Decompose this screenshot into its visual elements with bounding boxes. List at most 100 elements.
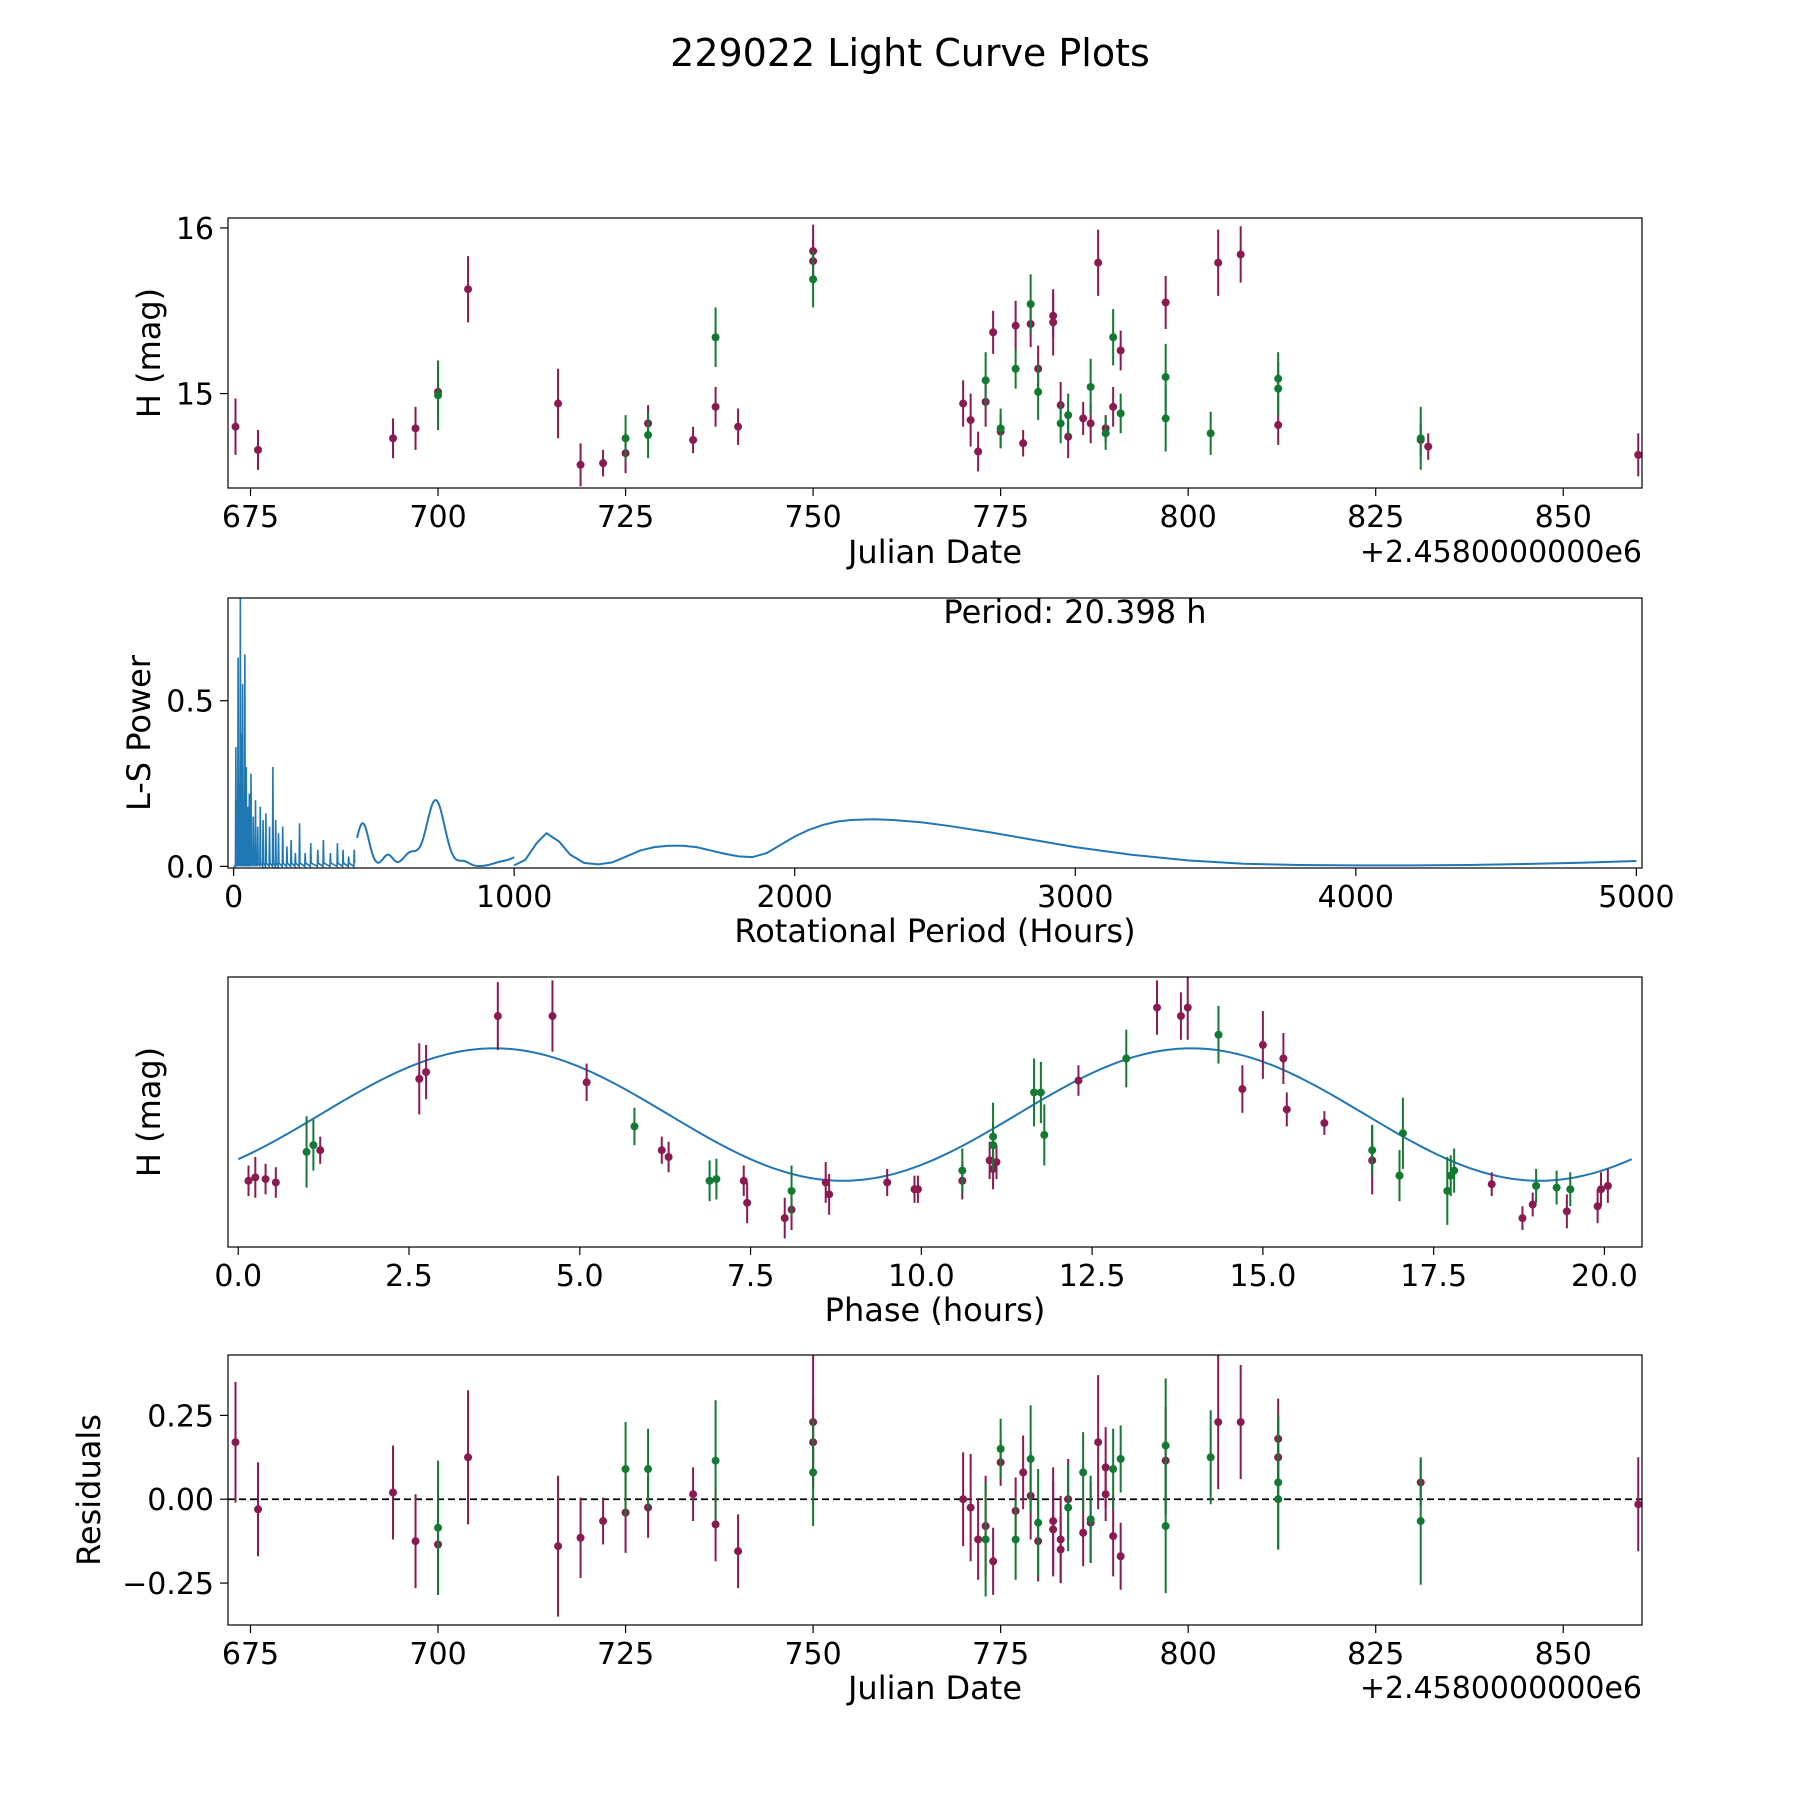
series-A-point bbox=[1101, 1463, 1110, 1472]
phased-ticks: 0.0 2.5 5.0 7.5 10.0 12.5 15.0 17.5 20.0 bbox=[214, 1247, 1638, 1294]
series-B-point bbox=[1161, 1441, 1170, 1450]
series-B-point bbox=[981, 376, 990, 385]
series-A-point bbox=[582, 1078, 591, 1087]
series-A-point bbox=[734, 422, 743, 431]
x-tick-label: 825 bbox=[1347, 1637, 1404, 1672]
y-tick-label: 15 bbox=[176, 378, 214, 413]
periodogram-curve bbox=[513, 818, 1637, 867]
series-A-point bbox=[1236, 250, 1245, 259]
series-B-point bbox=[1030, 1088, 1039, 1097]
series-B-point bbox=[1206, 1453, 1215, 1462]
x-tick-label: 675 bbox=[222, 500, 279, 535]
series-A-point bbox=[271, 1178, 280, 1187]
phased-marks bbox=[237, 977, 1633, 1239]
series-A-point bbox=[576, 1533, 585, 1542]
series-A-point bbox=[739, 1176, 748, 1185]
residuals-ylabel: Residuals bbox=[70, 1414, 108, 1566]
x-tick-label: 17.5 bbox=[1400, 1259, 1467, 1294]
series-B-point bbox=[958, 1166, 967, 1175]
series-B-point bbox=[1214, 1030, 1223, 1039]
phased-frame bbox=[227, 976, 1643, 1248]
series-B-point bbox=[1064, 411, 1073, 420]
series-A-point bbox=[711, 1520, 720, 1529]
lightcurve-panel: 675 700 725 750 775 800 825 850 15 16 Julian Date… bbox=[130, 212, 1643, 571]
x-tick-label: 850 bbox=[1535, 1637, 1592, 1672]
series-A-point bbox=[576, 460, 585, 469]
series-B-point bbox=[1368, 1146, 1377, 1155]
series-A-point bbox=[464, 285, 473, 294]
series-B-point bbox=[1011, 364, 1020, 373]
y-tick-label: 0.00 bbox=[147, 1483, 214, 1518]
y-tick-label: 0.0 bbox=[166, 850, 214, 885]
series-B-point bbox=[996, 1444, 1005, 1453]
series-A-point bbox=[1487, 1180, 1496, 1189]
x-tick-label: 5.0 bbox=[556, 1259, 604, 1294]
series-B-point bbox=[1398, 1129, 1407, 1138]
series-B-point bbox=[1161, 414, 1170, 423]
residuals-frame bbox=[227, 1354, 1643, 1626]
series-B-point bbox=[1274, 384, 1283, 393]
series-A-point bbox=[1562, 1207, 1571, 1216]
series-B-point bbox=[1116, 1454, 1125, 1463]
series-B-point bbox=[630, 1122, 639, 1131]
series-A-point bbox=[821, 1178, 830, 1187]
series-A-point bbox=[657, 1146, 666, 1155]
series-A-point bbox=[1049, 318, 1058, 327]
series-A-point bbox=[1116, 346, 1125, 355]
x-tick-label: 0.0 bbox=[214, 1259, 262, 1294]
residuals-marks bbox=[228, 1355, 1643, 1617]
residuals-ticks: 675 700 725 750 775 800 825 850 0.25 0.00 −0.25 bbox=[122, 1399, 1592, 1672]
lightcurve-frame bbox=[227, 217, 1643, 489]
series-A-point bbox=[1528, 1200, 1537, 1209]
series-A-point bbox=[780, 1214, 789, 1223]
series-A-point bbox=[1109, 1532, 1118, 1541]
series-B-point bbox=[1101, 429, 1110, 438]
series-A-point bbox=[1282, 1105, 1291, 1114]
series-B-point bbox=[1064, 1503, 1073, 1512]
series-B-point bbox=[1416, 1517, 1425, 1526]
series-A-point bbox=[493, 1012, 502, 1021]
lightcurve-ylabel: H (mag) bbox=[130, 288, 168, 418]
phased-xlabel: Phase (hours) bbox=[825, 1291, 1046, 1329]
series-A-point bbox=[992, 1158, 1001, 1167]
phased-ylabel: H (mag) bbox=[130, 1047, 168, 1177]
x-tick-label: 10.0 bbox=[888, 1259, 955, 1294]
series-A-point bbox=[1074, 1076, 1083, 1085]
series-A-point bbox=[1258, 1040, 1267, 1049]
series-A-point bbox=[231, 1438, 240, 1447]
x-tick-label: 850 bbox=[1535, 500, 1592, 535]
series-A-point bbox=[985, 1156, 994, 1165]
series-A-point bbox=[1274, 421, 1283, 430]
series-A-point bbox=[1214, 1418, 1223, 1427]
lightcurve-ticks: 675 700 725 750 775 800 825 850 15 16 bbox=[176, 212, 1592, 535]
series-A-point bbox=[411, 1537, 420, 1546]
series-A-point bbox=[734, 1547, 743, 1556]
series-A-point bbox=[1019, 439, 1028, 448]
series-B-point bbox=[1026, 1454, 1035, 1463]
series-A-point bbox=[1094, 258, 1103, 267]
series-A-point bbox=[974, 1535, 983, 1544]
series-A-point bbox=[599, 1517, 608, 1526]
series-A-point bbox=[1153, 1003, 1162, 1012]
series-B-point bbox=[711, 1456, 720, 1465]
series-A-point bbox=[1424, 442, 1433, 451]
series-A-point bbox=[422, 1068, 431, 1077]
series-A-point bbox=[1183, 1003, 1192, 1012]
y-tick-label: 0.25 bbox=[147, 1399, 214, 1434]
series-B-point bbox=[1034, 1518, 1043, 1527]
series-B-point bbox=[1274, 1495, 1283, 1504]
series-B-point bbox=[1122, 1054, 1131, 1063]
series-A-point bbox=[411, 424, 420, 433]
series-B-point bbox=[1161, 373, 1170, 382]
series-B-point bbox=[996, 424, 1005, 433]
series-A-point bbox=[389, 434, 398, 443]
series-A-point bbox=[244, 1176, 253, 1185]
series-A-point bbox=[231, 422, 240, 431]
series-A-point bbox=[959, 399, 968, 408]
series-B-point bbox=[302, 1147, 311, 1156]
x-tick-label: 675 bbox=[222, 1637, 279, 1672]
x-tick-label: 800 bbox=[1160, 1637, 1217, 1672]
y-tick-label: 0.5 bbox=[166, 685, 214, 720]
x-tick-label: 7.5 bbox=[727, 1259, 775, 1294]
